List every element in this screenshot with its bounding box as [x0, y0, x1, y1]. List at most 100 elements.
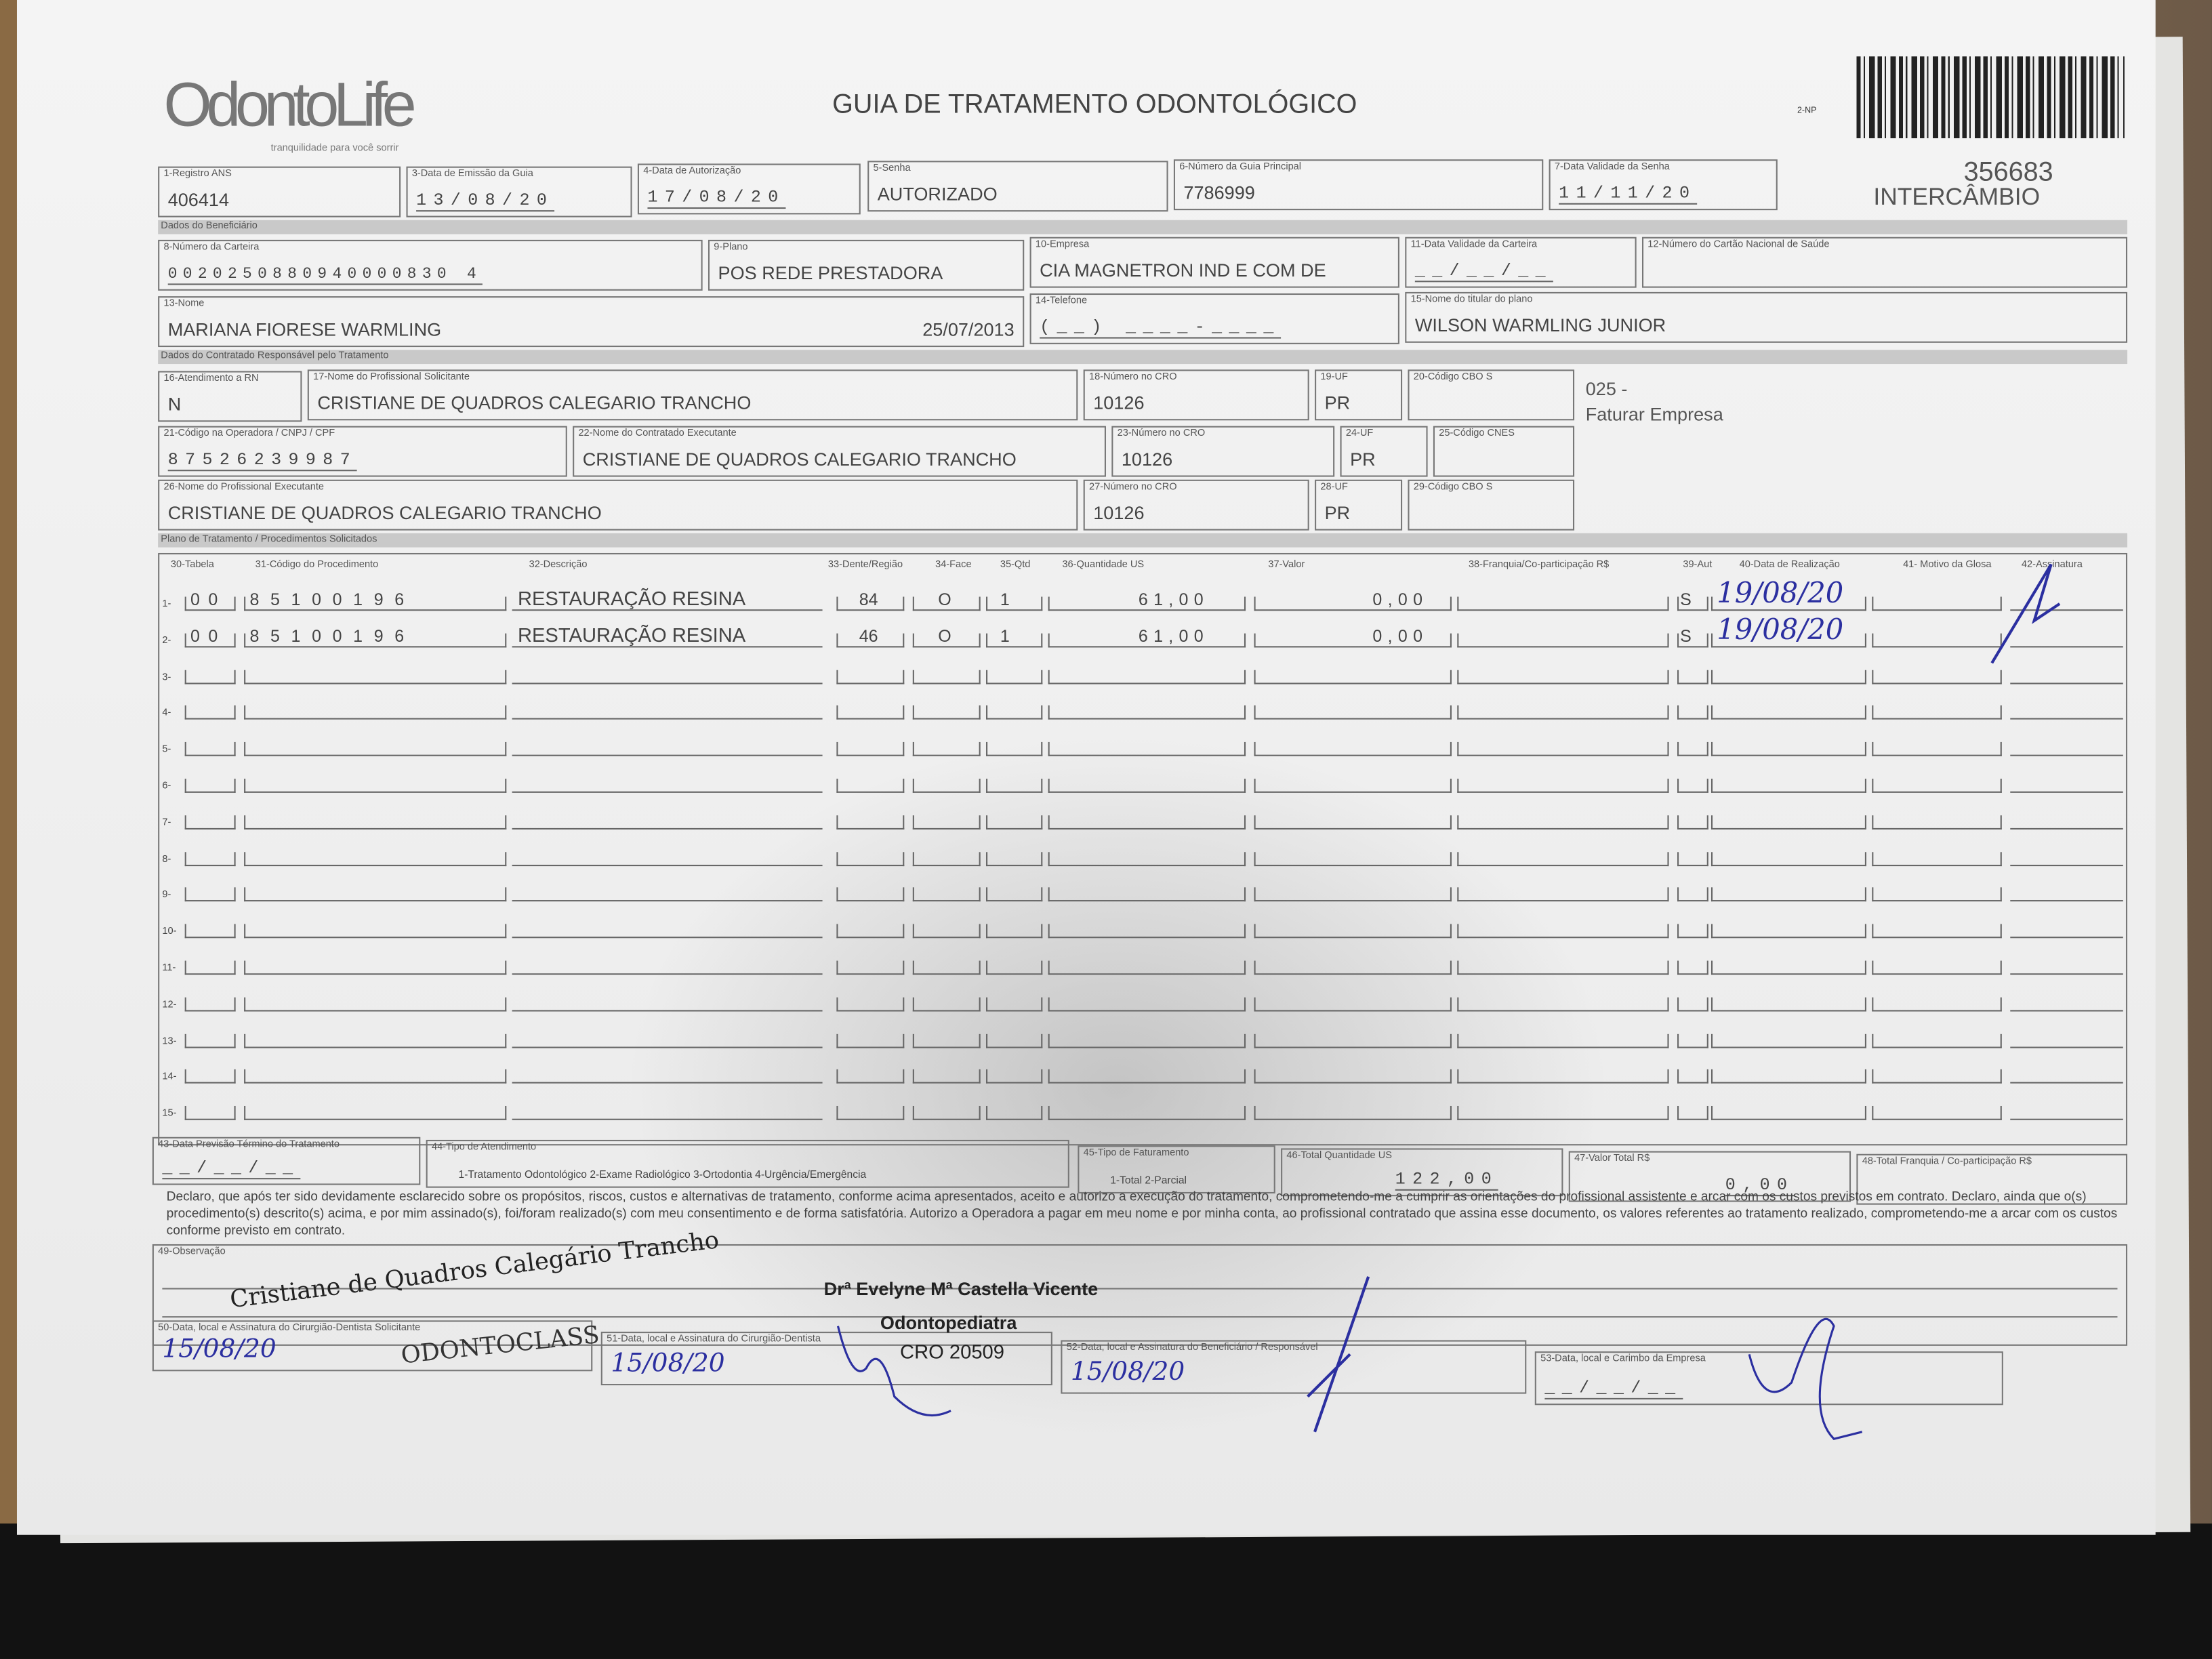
input-cell[interactable] — [1677, 742, 1708, 757]
input-cell[interactable] — [2010, 924, 2123, 939]
input-cell[interactable] — [986, 924, 1043, 939]
input-cell[interactable] — [184, 779, 236, 793]
input-cell[interactable] — [1254, 924, 1452, 939]
input-cell[interactable] — [1677, 705, 1708, 720]
input-cell[interactable] — [1872, 924, 2002, 939]
input-cell[interactable] — [2010, 1106, 2123, 1121]
table-row[interactable]: 13- — [159, 1017, 2129, 1050]
field-prof-executante[interactable]: 26-Nome do Profissional Executante CRISTI… — [158, 479, 1078, 531]
input-cell[interactable] — [1254, 997, 1452, 1012]
field-empresa[interactable]: 10-Empresa CIA MAGNETRON IND E COM DE — [1029, 237, 1399, 288]
input-cell[interactable] — [836, 1106, 905, 1121]
input-cell[interactable] — [1254, 633, 1452, 648]
input-cell[interactable] — [1457, 924, 1669, 939]
input-cell[interactable] — [1677, 815, 1708, 830]
table-row[interactable]: 6- — [159, 762, 2129, 796]
input-cell[interactable] — [1711, 1069, 1866, 1084]
input-cell[interactable] — [1677, 1106, 1708, 1121]
input-cell[interactable] — [912, 851, 981, 866]
input-cell[interactable] — [912, 924, 981, 939]
input-cell[interactable] — [1677, 997, 1708, 1012]
input-cell[interactable] — [244, 815, 507, 830]
input-cell[interactable] — [1457, 1069, 1669, 1084]
input-cell[interactable] — [1254, 851, 1452, 866]
input-cell[interactable] — [1048, 851, 1246, 866]
field-cnes-25[interactable]: 25-Código CNES — [1433, 426, 1575, 477]
input-cell[interactable] — [912, 1106, 981, 1121]
input-cell[interactable] — [184, 888, 236, 902]
input-cell[interactable] — [1048, 1106, 1246, 1121]
input-cell[interactable] — [1254, 1033, 1452, 1048]
input-cell[interactable] — [1872, 669, 2002, 684]
input-cell[interactable] — [912, 815, 981, 830]
field-uf-28[interactable]: 28-UF PR — [1315, 479, 1403, 531]
input-cell[interactable] — [244, 851, 507, 866]
input-cell[interactable] — [912, 997, 981, 1012]
input-cell[interactable] — [836, 851, 905, 866]
signature-50[interactable]: 50-Data, local e Assinatura do Cirurgião… — [152, 1320, 593, 1372]
input-cell[interactable] — [1048, 1069, 1246, 1084]
input-cell[interactable] — [1254, 1106, 1452, 1121]
field-cro-27[interactable]: 27-Número no CRO 10126 — [1083, 479, 1309, 531]
input-cell[interactable] — [1711, 997, 1866, 1012]
input-cell[interactable] — [1711, 960, 1866, 975]
field-validade-carteira[interactable]: 11-Data Validade da Carteira __/__/__ — [1405, 237, 1637, 288]
input-cell[interactable] — [1872, 1106, 2002, 1121]
table-row[interactable]: 14- — [159, 1053, 2129, 1087]
input-cell[interactable] — [986, 851, 1043, 866]
input-cell[interactable] — [1254, 596, 1452, 611]
input-cell[interactable] — [836, 742, 905, 757]
input-cell[interactable] — [986, 960, 1043, 975]
input-cell[interactable] — [512, 742, 823, 757]
input-cell[interactable] — [184, 1033, 236, 1048]
field-guia-principal[interactable]: 6-Número da Guia Principal 7786999 — [1173, 159, 1544, 211]
input-cell[interactable] — [1711, 779, 1866, 793]
input-cell[interactable] — [836, 960, 905, 975]
input-cell[interactable] — [1872, 1033, 2002, 1048]
field-cbo-29[interactable]: 29-Código CBO S — [1408, 479, 1575, 531]
input-cell[interactable] — [1711, 705, 1866, 720]
input-cell[interactable] — [986, 742, 1043, 757]
input-cell[interactable] — [1711, 742, 1866, 757]
field-tipo-atendimento[interactable]: 44-Tipo de Atendimento 1-Tratamento Odont… — [426, 1139, 1069, 1188]
input-cell[interactable] — [986, 669, 1043, 684]
field-validade-senha[interactable]: 7-Data Validade da Senha 11/11/20 — [1549, 159, 1778, 211]
input-cell[interactable] — [1711, 633, 1866, 648]
field-cns[interactable]: 12-Número do Cartão Nacional de Saúde — [1641, 237, 2128, 288]
input-cell[interactable] — [912, 669, 981, 684]
input-cell[interactable] — [2010, 815, 2123, 830]
field-tipo-faturamento[interactable]: 45-Tipo de Faturamento 1-Total 2-Parcial — [1078, 1145, 1275, 1194]
input-cell[interactable] — [1872, 596, 2002, 611]
input-cell[interactable] — [1254, 742, 1452, 757]
field-observacao[interactable]: 49-Observação — [152, 1244, 2128, 1346]
input-cell[interactable] — [836, 1069, 905, 1084]
input-cell[interactable] — [912, 633, 981, 648]
input-cell[interactable] — [986, 1069, 1043, 1084]
input-cell[interactable] — [1872, 997, 2002, 1012]
input-cell[interactable] — [1254, 779, 1452, 793]
input-cell[interactable] — [512, 851, 823, 866]
signature-53[interactable]: 53-Data, local e Carimbo da Empresa __/__… — [1534, 1351, 2003, 1406]
input-cell[interactable] — [1711, 851, 1866, 866]
input-cell[interactable] — [1677, 924, 1708, 939]
input-cell[interactable] — [1677, 596, 1708, 611]
input-cell[interactable] — [1457, 997, 1669, 1012]
input-cell[interactable] — [512, 924, 823, 939]
input-cell[interactable] — [836, 596, 905, 611]
input-cell[interactable] — [986, 815, 1043, 830]
input-cell[interactable] — [184, 924, 236, 939]
input-cell[interactable] — [836, 633, 905, 648]
input-cell[interactable] — [986, 888, 1043, 902]
input-cell[interactable] — [184, 633, 236, 648]
input-cell[interactable] — [1254, 815, 1452, 830]
input-cell[interactable] — [1711, 815, 1866, 830]
input-cell[interactable] — [1457, 815, 1669, 830]
input-cell[interactable] — [2010, 997, 2123, 1012]
input-cell[interactable] — [1457, 851, 1669, 866]
input-cell[interactable] — [986, 596, 1043, 611]
input-cell[interactable] — [244, 705, 507, 720]
input-cell[interactable] — [2010, 742, 2123, 757]
input-cell[interactable] — [986, 705, 1043, 720]
input-cell[interactable] — [1048, 888, 1246, 902]
table-row[interactable]: 5- — [159, 725, 2129, 759]
